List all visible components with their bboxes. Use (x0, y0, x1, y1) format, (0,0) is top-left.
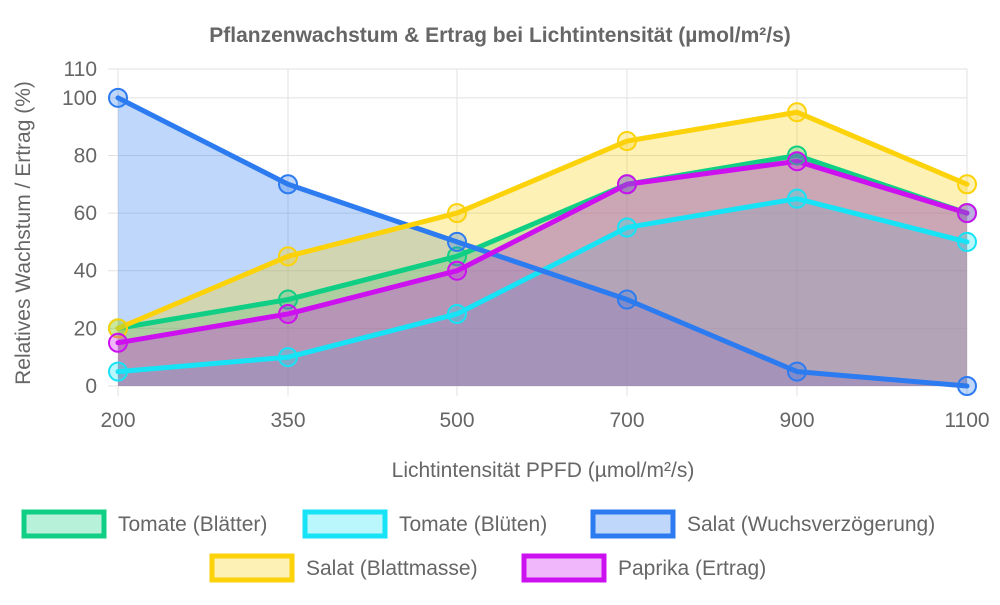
legend-item[interactable]: Salat (Wuchsverzögerung) (590, 509, 935, 539)
legend-item[interactable]: Salat (Blattmasse) (209, 553, 478, 583)
series-3-point[interactable] (787, 361, 807, 382)
series-3-line (115, 95, 970, 389)
y-tick-label: 60 (74, 202, 97, 225)
series-3-area (118, 97, 967, 387)
x-axis-ticks: 200 350 500 700 900 1100 (100, 409, 989, 432)
area-fills (118, 97, 967, 387)
x-tick-label: 500 (439, 409, 474, 432)
legend-swatch (302, 509, 388, 539)
legend-item[interactable]: Tomate (Blätter) (21, 509, 267, 539)
series-2-point[interactable] (957, 231, 977, 252)
series-5-point[interactable] (787, 151, 807, 172)
series-2-point[interactable] (108, 361, 128, 382)
series-5-point[interactable] (957, 203, 977, 224)
series-4-point[interactable] (617, 131, 637, 152)
y-axis-title: Relatives Wachstum / Ertrag (%) (12, 81, 35, 385)
y-tick-label: 80 (74, 144, 97, 167)
series-lines (115, 95, 970, 389)
series-4-point[interactable] (278, 246, 298, 267)
series-2-point[interactable] (617, 217, 637, 238)
legend-label: Tomate (Blüten) (399, 513, 547, 536)
series-1-point[interactable] (278, 289, 298, 310)
series-3-point[interactable] (278, 174, 298, 195)
x-tick-label: 1100 (944, 409, 989, 432)
y-tick-label: 100 (62, 87, 97, 110)
series-2-point[interactable] (278, 347, 298, 368)
series-1-point[interactable] (447, 246, 467, 267)
series-5-area (118, 161, 967, 386)
series-5-point[interactable] (617, 174, 637, 195)
y-axis-ticks: 0 20 40 60 80 100 110 (62, 58, 97, 398)
series-5-point[interactable] (278, 303, 298, 324)
series-4-line (115, 109, 970, 331)
series-4-point[interactable] (108, 318, 128, 339)
series-4-point[interactable] (787, 102, 807, 123)
legend-label: Tomate (Blätter) (118, 513, 267, 536)
series-3-point[interactable] (957, 376, 977, 396)
legend-item[interactable]: Tomate (Blüten) (302, 509, 547, 539)
x-tick-label: 900 (779, 409, 814, 432)
legend-item[interactable]: Paprika (Ertrag) (521, 553, 766, 583)
series-3-point[interactable] (447, 231, 467, 252)
series-4-point[interactable] (447, 203, 467, 224)
legend-label: Paprika (Ertrag) (618, 557, 766, 580)
series-1-point[interactable] (787, 145, 807, 166)
chart-title: Pflanzenwachstum & Ertrag bei Lichtinten… (209, 24, 791, 47)
series-5-point[interactable] (108, 332, 128, 353)
y-tick-label: 110 (64, 58, 97, 81)
data-points (108, 87, 977, 396)
series-2-area (118, 198, 967, 386)
legend-label: Salat (Blattmasse) (306, 557, 478, 580)
x-axis-title: Lichtintensität PPFD (µmol/m²/s) (392, 459, 695, 482)
y-tick-label: 20 (74, 317, 97, 340)
legend-swatch (521, 553, 607, 583)
y-tick-label: 0 (85, 375, 97, 398)
series-2-point[interactable] (447, 303, 467, 324)
x-tick-label: 700 (609, 409, 644, 432)
series-5-line (115, 158, 970, 346)
legend-swatch (590, 509, 676, 539)
legend-label: Salat (Wuchsverzögerung) (687, 513, 935, 536)
x-tick-label: 200 (100, 409, 135, 432)
series-3-point[interactable] (108, 87, 128, 108)
y-tick-label: 40 (74, 260, 97, 283)
x-tick-label: 350 (270, 409, 305, 432)
series-4-point[interactable] (957, 174, 977, 195)
series-4-area (118, 112, 967, 387)
legend-swatch (209, 553, 295, 583)
series-5-point[interactable] (447, 260, 467, 281)
legend-swatch (21, 509, 107, 539)
legend: Tomate (Blätter) Tomate (Blüten) Salat (Wu… (21, 509, 935, 583)
series-2-point[interactable] (787, 188, 807, 209)
series-3-point[interactable] (617, 289, 637, 310)
series-1-line (115, 152, 970, 331)
